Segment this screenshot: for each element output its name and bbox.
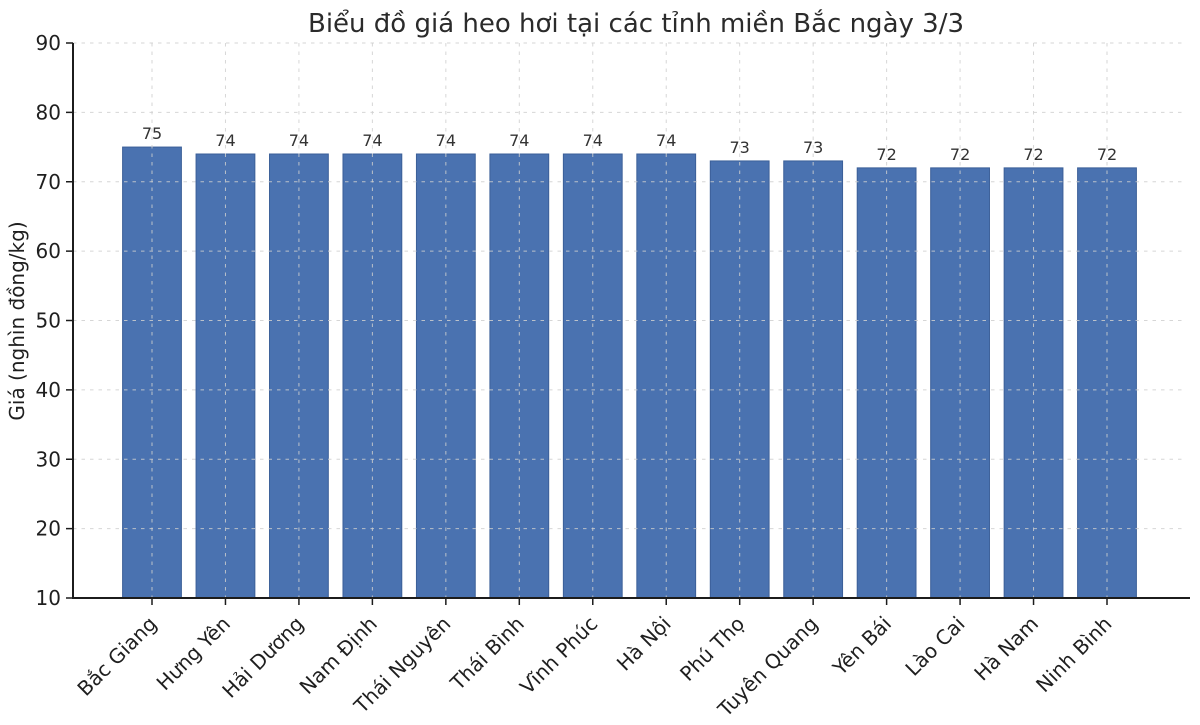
x-tick-label: Bắc Giang [72,612,161,701]
bar-value-label: 72 [950,145,970,164]
y-tick-label: 40 [36,378,61,402]
y-tick-label: 80 [36,100,61,124]
bar-value-label: 72 [1023,145,1043,164]
y-tick-label: 60 [36,239,61,263]
x-tick-label: Yên Bái [827,612,896,681]
chart-title: Biểu đồ giá heo hơi tại các tỉnh miền Bắ… [308,8,964,39]
bar-8 [709,160,770,599]
bar-value-label: 72 [876,145,896,164]
x-tick-label: Phú Thọ [675,612,749,686]
x-tick-label: Hà Nam [969,612,1043,686]
bar-value-label: 74 [436,131,456,150]
y-tick-label: 20 [36,517,61,541]
bars-layer [122,146,1137,599]
y-axis-label: Giá (nghìn đồng/kg) [5,221,29,420]
bar-value-label: 74 [289,131,309,150]
bar-value-label: 73 [730,138,750,157]
bar-value-label: 74 [215,131,235,150]
y-tick-label: 50 [36,309,61,333]
axes-layer [66,42,1190,605]
x-tick-label: Ninh Bình [1031,612,1116,697]
y-tick-label: 90 [36,31,61,55]
bar-value-label: 72 [1097,145,1117,164]
bar-9 [783,160,844,599]
bar-value-label: 74 [656,131,676,150]
bar-value-label: 75 [142,124,162,143]
x-tick-label: Vĩnh Phúc [515,612,602,699]
x-tick-label: Hà Nội [612,612,676,676]
y-tick-label: 30 [36,447,61,471]
x-tick-label: Lào Cai [900,612,969,681]
bar-value-label: 74 [509,131,529,150]
bar-value-label: 73 [803,138,823,157]
bar-value-label: 74 [362,131,382,150]
y-tick-label: 10 [36,586,61,610]
y-tick-label: 70 [36,170,61,194]
bar-value-label: 74 [583,131,603,150]
